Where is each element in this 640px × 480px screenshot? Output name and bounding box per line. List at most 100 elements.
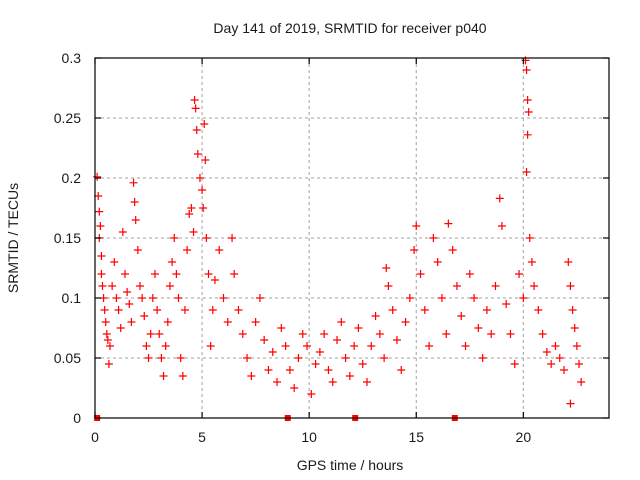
y-tick-label: 0.1 [62, 290, 82, 306]
data-point [100, 306, 109, 314]
data-point [420, 306, 429, 314]
data-point [281, 342, 290, 350]
data-point [437, 294, 446, 302]
data-point [358, 360, 367, 368]
data-point [470, 294, 479, 302]
data-point [444, 219, 453, 228]
data-point [183, 246, 192, 254]
data-point [474, 324, 483, 332]
data-point [534, 306, 543, 314]
data-point [168, 258, 177, 266]
data-point [442, 330, 451, 338]
data-point [135, 282, 144, 290]
data-point [102, 330, 111, 338]
data-point [238, 330, 247, 338]
data-point [163, 318, 172, 326]
data-point [243, 354, 252, 362]
y-tick-label: 0.05 [54, 350, 81, 366]
data-points [93, 56, 586, 408]
data-point [120, 270, 129, 278]
data-point [199, 204, 208, 212]
data-point [337, 318, 346, 326]
data-point [198, 186, 207, 194]
data-point [478, 354, 487, 362]
data-point [155, 330, 164, 338]
data-point [350, 342, 359, 350]
data-point [159, 372, 168, 380]
data-point [410, 246, 419, 254]
data-point [285, 366, 294, 374]
data-point [223, 318, 232, 326]
data-point [189, 228, 198, 236]
data-point [193, 150, 202, 158]
data-point [105, 342, 114, 350]
y-axis-label: SRMTID / TECUs [5, 183, 21, 293]
data-point [200, 120, 209, 128]
data-point [112, 294, 121, 302]
data-point [157, 354, 166, 362]
data-point [465, 270, 474, 278]
data-point [397, 366, 406, 374]
data-point [575, 360, 584, 368]
data-point [125, 300, 134, 308]
data-point [201, 156, 210, 164]
data-point [320, 330, 329, 338]
data-point [185, 210, 194, 218]
data-point [429, 234, 438, 242]
x-tick-label: 5 [198, 429, 206, 445]
data-point [497, 222, 506, 230]
data-point [228, 234, 237, 242]
data-point [103, 336, 112, 344]
data-point [247, 372, 256, 380]
data-point [148, 294, 157, 302]
data-point [412, 222, 421, 230]
data-point [380, 354, 389, 362]
data-point [506, 330, 515, 338]
data-point [165, 282, 174, 290]
data-point [264, 366, 273, 374]
data-point [204, 270, 213, 278]
data-point [560, 366, 569, 374]
y-axis: 0 0.05 0.1 0.15 0.2 0.25 0.3 [54, 50, 609, 426]
y-tick-label: 0.25 [54, 110, 81, 126]
data-point [577, 378, 586, 386]
data-point [522, 66, 531, 74]
data-point [290, 384, 299, 392]
data-point [114, 306, 123, 314]
data-point [298, 330, 307, 338]
data-point [191, 104, 200, 113]
data-point [206, 342, 215, 350]
data-point [116, 324, 125, 332]
data-point [524, 108, 533, 116]
data-point [192, 126, 201, 134]
data-point [510, 360, 519, 368]
x-tick-label: 15 [408, 429, 424, 445]
y-tick-label: 0.15 [54, 230, 81, 246]
data-point [176, 354, 185, 362]
data-point [208, 306, 217, 314]
data-point [345, 372, 354, 380]
data-point [174, 294, 183, 302]
data-point [491, 282, 500, 290]
y-tick-label: 0.3 [62, 50, 82, 66]
data-point [502, 300, 511, 308]
data-point [367, 342, 376, 350]
x-tick-label: 10 [301, 429, 317, 445]
data-point [551, 342, 560, 350]
data-point [170, 234, 179, 242]
data-point [251, 318, 260, 326]
data-point [384, 282, 393, 290]
data-point [234, 306, 243, 314]
data-point [260, 336, 269, 344]
data-point [566, 282, 575, 290]
data-point [97, 270, 106, 278]
data-point [255, 294, 264, 302]
data-point [190, 96, 199, 104]
data-point [142, 342, 151, 350]
data-point [530, 282, 539, 290]
data-point [416, 270, 425, 278]
data-point [140, 312, 149, 320]
data-point [572, 342, 581, 350]
data-point [273, 378, 282, 386]
